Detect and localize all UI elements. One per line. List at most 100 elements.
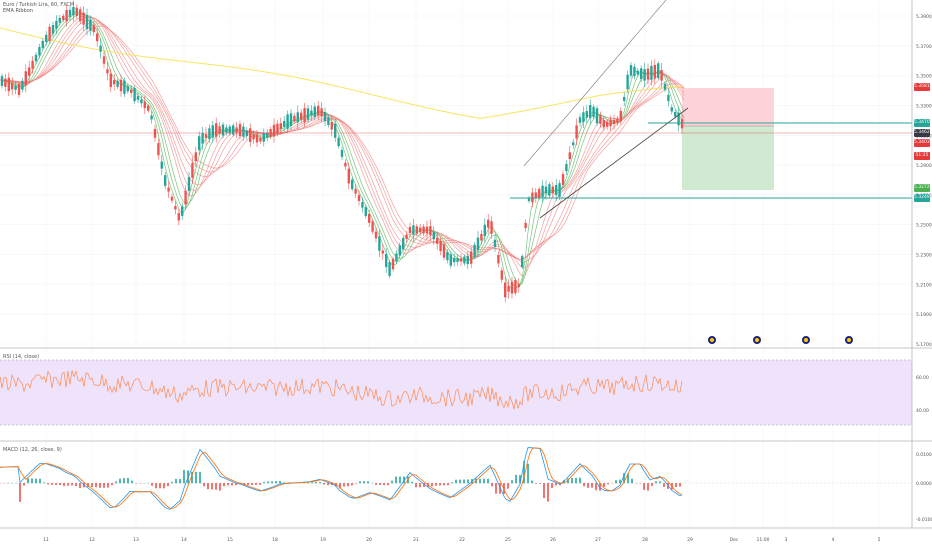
candle [99, 46, 101, 52]
candle [191, 163, 193, 178]
candle [337, 138, 339, 146]
candle [35, 55, 37, 61]
candle [147, 106, 149, 111]
take-profit-zone [682, 126, 774, 190]
candle [79, 9, 81, 21]
time-label: 28 [642, 537, 648, 543]
macd-pane[interactable] [0, 448, 912, 510]
candle [18, 84, 20, 95]
candle [140, 100, 142, 104]
macd-histogram-bar [91, 483, 93, 487]
candle [341, 150, 343, 157]
candle [388, 262, 390, 276]
macd-histogram-bar [127, 478, 129, 483]
price-axis[interactable]: 5.390005.370005.350005.330005.310005.290… [0, 0, 932, 528]
price-label: 5.19000 [916, 312, 932, 318]
macd-histogram-bar [311, 482, 313, 483]
time-label: 15 [227, 537, 233, 543]
candle [14, 86, 16, 90]
candle [55, 21, 57, 29]
macd-histogram-bar [59, 483, 61, 485]
macd-histogram-bar [431, 483, 433, 486]
macd-histogram-bar [531, 481, 533, 484]
macd-histogram-bar [511, 480, 513, 483]
candle [541, 186, 543, 197]
trend-lines[interactable] [0, 0, 912, 218]
macd-histogram-bar [55, 483, 57, 485]
candle [198, 136, 200, 150]
candle [45, 35, 47, 42]
candle [161, 162, 163, 169]
macd-histogram-bar [631, 479, 633, 484]
macd-histogram-bar [651, 483, 653, 486]
legend-macd: MACD (12, 26, close, 9) [3, 447, 62, 453]
candle [439, 241, 441, 251]
macd-histogram-bar [251, 483, 253, 485]
candle [42, 41, 44, 48]
candle [382, 250, 384, 253]
time-label: 14 [181, 537, 187, 543]
time-label: 26 [550, 537, 556, 543]
candle [592, 107, 594, 117]
candle [497, 255, 499, 263]
price-label: 5.37000 [916, 44, 932, 50]
macd-histogram-bar [575, 478, 577, 483]
macd-histogram-bar [439, 483, 441, 486]
candle [8, 78, 10, 92]
candle [365, 207, 367, 216]
candle [59, 18, 61, 23]
candle [575, 125, 577, 138]
ema-line [0, 24, 684, 260]
ema-line [0, 16, 684, 276]
earnings-icon-center [755, 338, 759, 342]
rsi-label[interactable]: RSI (14, close) [3, 354, 39, 360]
macd-histogram-bar [67, 483, 69, 486]
price-tag-countdown: 51:25 [914, 152, 930, 160]
candle [371, 221, 373, 231]
event-markers[interactable] [708, 336, 853, 344]
macd-histogram-bar [555, 483, 557, 485]
candle [562, 174, 564, 185]
trade-zones[interactable] [682, 88, 774, 190]
price-tag-stop: 5.35817 [914, 83, 930, 91]
macd-histogram-bar [39, 479, 41, 483]
candle [178, 213, 180, 221]
candle [314, 107, 316, 117]
macd-histogram-bar [679, 483, 681, 487]
macd-histogram-bar [323, 483, 325, 485]
macd-histogram-bar [359, 481, 361, 483]
candle [484, 225, 486, 236]
candle [514, 280, 516, 293]
candle [38, 47, 40, 55]
macd-histogram-bar [571, 478, 573, 483]
macd-histogram-bar [583, 483, 585, 486]
macd-histogram-bar [79, 483, 81, 488]
candle [681, 119, 683, 128]
macd-histogram-bar [155, 483, 157, 488]
candle [188, 177, 190, 191]
candle [280, 123, 282, 129]
macd-histogram-bar [31, 478, 33, 483]
candle [259, 138, 261, 141]
candle [460, 258, 462, 261]
ema-ribbon-label[interactable]: EMA Ribbon [3, 8, 74, 14]
candle [48, 27, 50, 41]
candle [120, 80, 122, 91]
macd-histogram-bar [603, 483, 605, 487]
candle [239, 124, 241, 136]
candle [82, 13, 84, 25]
rsi-pane[interactable] [0, 360, 912, 425]
time-label: 19 [320, 537, 326, 543]
macd-histogram-bar [107, 483, 109, 488]
macd-histogram-bar [27, 478, 29, 483]
candle [235, 127, 237, 132]
candle [606, 122, 608, 127]
macd-histogram-bar [483, 479, 485, 484]
macd-label[interactable]: MACD (12, 26, close, 9) [3, 447, 62, 453]
candle [480, 234, 482, 241]
